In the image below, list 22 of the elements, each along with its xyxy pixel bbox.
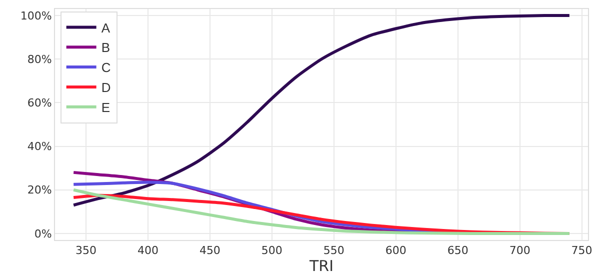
y-tick-label: 80% xyxy=(27,52,52,66)
x-tick-label: 400 xyxy=(137,244,158,258)
legend-label: A xyxy=(101,20,110,36)
y-tick-label: 100% xyxy=(20,9,52,22)
x-tick-label: 550 xyxy=(323,244,344,258)
x-tick-label: 450 xyxy=(199,244,220,258)
legend-label: B xyxy=(101,40,110,56)
y-tick-label: 20% xyxy=(27,184,52,197)
x-tick-label: 650 xyxy=(447,244,468,258)
legend-label: E xyxy=(101,100,110,115)
x-tick-label: 700 xyxy=(509,244,530,258)
x-axis-title: TRI xyxy=(308,257,334,276)
x-tick-label: 750 xyxy=(571,244,592,258)
line-series xyxy=(72,14,571,207)
x-tick-label: 350 xyxy=(75,244,96,258)
x-tick-label: 600 xyxy=(385,244,406,258)
y-tick-label: 40% xyxy=(27,140,52,154)
x-tick-label: 500 xyxy=(261,244,282,258)
y-tick-label: 0% xyxy=(34,227,52,240)
legend-label: D xyxy=(101,80,111,96)
y-tick-label: 60% xyxy=(27,96,52,110)
legend-label: C xyxy=(101,60,111,76)
